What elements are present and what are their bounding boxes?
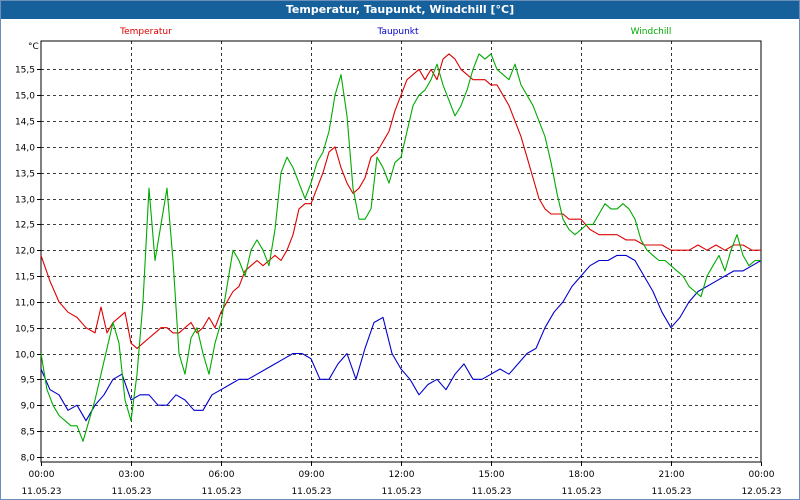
x-tick-date: 11.05.23 <box>21 487 61 497</box>
x-tick-time: 03:00 <box>119 470 145 480</box>
y-tick-label: 10,5 <box>15 325 35 335</box>
series-lines <box>40 53 762 442</box>
x-tick-date: 11.05.23 <box>201 487 241 497</box>
window-title: Temperatur, Taupunkt, Windchill [°C] <box>1 1 799 19</box>
y-tick-label: 12,0 <box>15 247 35 257</box>
axis-labels: 8,0 8,5 9,0 9,5 10,0 10,5 11,0 11,5 12,0 12,5 13,0… <box>15 27 782 497</box>
x-tick-date: 12.05.23 <box>741 487 781 497</box>
y-tick-label: 11,5 <box>15 273 35 283</box>
y-tick-label: 15,5 <box>15 66 35 76</box>
series-line-temperatur <box>40 53 761 349</box>
y-tick-label: 15,0 <box>15 92 35 102</box>
x-tick-date: 11.05.23 <box>381 487 421 497</box>
y-tick-label: 14,5 <box>15 118 35 128</box>
legend-windchill: Windchill <box>631 27 672 37</box>
legend-temperatur: Temperatur <box>119 27 172 37</box>
x-tick-date: 11.05.23 <box>111 487 151 497</box>
x-tick-time: 06:00 <box>209 470 235 480</box>
plot-area <box>40 40 762 463</box>
y-tick-label: 9,5 <box>21 376 35 386</box>
y-tick-label: 10,0 <box>15 351 35 361</box>
x-tick-time: 18:00 <box>569 470 595 480</box>
series-line-taupunkt <box>40 254 762 422</box>
x-tick-time: 12:00 <box>389 470 415 480</box>
x-tick-date: 11.05.23 <box>291 487 331 497</box>
y-tick-label: 14,0 <box>15 144 35 154</box>
x-tick-date: 11.05.23 <box>651 487 691 497</box>
legend-taupunkt: Taupunkt <box>376 27 419 37</box>
x-tick-time: 00:00 <box>29 470 55 480</box>
y-axis-label: °C <box>28 42 39 52</box>
y-tick-label: 11,0 <box>15 299 35 309</box>
x-tick-date: 11.05.23 <box>471 487 511 497</box>
series-line-windchill <box>40 53 761 442</box>
x-tick-time: 15:00 <box>479 470 505 480</box>
y-tick-label: 9,0 <box>21 402 36 412</box>
x-tick-time: 09:00 <box>299 470 325 480</box>
y-tick-label: 8,5 <box>21 428 35 438</box>
y-tick-label: 12,5 <box>15 221 35 231</box>
x-tick-time: 21:00 <box>659 470 685 480</box>
y-tick-label: 13,0 <box>15 196 35 206</box>
x-tick-time: 00:00 <box>749 470 775 480</box>
y-tick-label: 13,5 <box>15 170 35 180</box>
x-tick-date: 11.05.23 <box>561 487 601 497</box>
y-tick-label: 8,0 <box>21 454 36 464</box>
